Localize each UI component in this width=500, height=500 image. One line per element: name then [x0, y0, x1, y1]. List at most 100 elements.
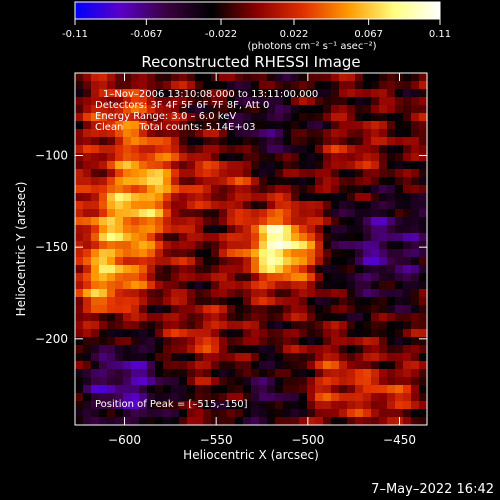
- heatmap-cell: [291, 217, 300, 226]
- heatmap-cell: [315, 89, 324, 98]
- heatmap-cell: [227, 113, 236, 122]
- heatmap-cell: [243, 329, 252, 338]
- heatmap-cell: [323, 345, 332, 354]
- heatmap-cell: [99, 257, 108, 266]
- heatmap-cell: [291, 161, 300, 170]
- heatmap-cell: [267, 169, 276, 178]
- y-tick-label: −100: [35, 149, 68, 163]
- heatmap-cell: [75, 153, 84, 162]
- heatmap-cell: [395, 337, 404, 346]
- heatmap-cell: [267, 385, 276, 394]
- heatmap-cell: [267, 353, 276, 362]
- heatmap-cell: [347, 89, 356, 98]
- heatmap-cell: [315, 337, 324, 346]
- heatmap-cell: [243, 409, 252, 418]
- heatmap-cell: [99, 217, 108, 226]
- heatmap-cell: [307, 193, 316, 202]
- heatmap-cell: [171, 409, 180, 418]
- heatmap-cell: [363, 241, 372, 250]
- heatmap-cell: [355, 393, 364, 402]
- heatmap-cell: [75, 265, 84, 274]
- heatmap-cell: [107, 105, 116, 114]
- heatmap-cell: [307, 249, 316, 258]
- heatmap-cell: [163, 353, 172, 362]
- heatmap-cell: [171, 329, 180, 338]
- heatmap-cell: [331, 233, 340, 242]
- heatmap-cell: [171, 393, 180, 402]
- heatmap-cell: [179, 297, 188, 306]
- heatmap-cell: [91, 313, 100, 322]
- heatmap-cell: [275, 329, 284, 338]
- colorbar-tick-label: 0.11: [429, 29, 451, 40]
- heatmap-cell: [267, 153, 276, 162]
- heatmap-cell: [323, 337, 332, 346]
- heatmap-cell: [187, 321, 196, 330]
- heatmap-cell: [227, 177, 236, 186]
- heatmap-cell: [243, 73, 252, 82]
- heatmap-cell: [291, 209, 300, 218]
- heatmap-cell: [371, 105, 380, 114]
- heatmap-cell: [267, 329, 276, 338]
- heatmap-cell: [299, 393, 308, 402]
- heatmap-cell: [315, 105, 324, 114]
- heatmap-cell: [227, 161, 236, 170]
- heatmap-cell: [83, 313, 92, 322]
- heatmap-cell: [147, 113, 156, 122]
- heatmap-cell: [331, 385, 340, 394]
- heatmap-cell: [83, 209, 92, 218]
- heatmap-cell: [203, 241, 212, 250]
- heatmap-cell: [171, 385, 180, 394]
- heatmap-cell: [219, 153, 228, 162]
- heatmap-cell: [403, 137, 412, 146]
- heatmap-cell: [123, 73, 132, 82]
- heatmap-cell: [331, 113, 340, 122]
- heatmap-cell: [259, 105, 268, 114]
- heatmap-cell: [355, 401, 364, 410]
- heatmap-cell: [387, 417, 396, 426]
- heatmap-cell: [387, 113, 396, 122]
- heatmap-cell: [123, 113, 132, 122]
- heatmap-cell: [219, 113, 228, 122]
- heatmap-cell: [291, 297, 300, 306]
- heatmap-cell: [187, 201, 196, 210]
- heatmap-cell: [203, 225, 212, 234]
- info-line-energy: Energy Range: 3.0 – 6.0 keV: [95, 111, 236, 122]
- heatmap-cell: [227, 265, 236, 274]
- heatmap-cell: [259, 377, 268, 386]
- heatmap-cell: [179, 81, 188, 90]
- heatmap-cell: [163, 81, 172, 90]
- heatmap-cell: [211, 73, 220, 82]
- heatmap-cell: [291, 273, 300, 282]
- heatmap-cell: [131, 329, 140, 338]
- heatmap-cell: [387, 137, 396, 146]
- heatmap-cell: [187, 177, 196, 186]
- heatmap-cell: [99, 393, 108, 402]
- heatmap-cell: [131, 249, 140, 258]
- heatmap-cell: [387, 297, 396, 306]
- heatmap-cell: [211, 329, 220, 338]
- heatmap-cell: [163, 401, 172, 410]
- heatmap-cell: [251, 209, 260, 218]
- heatmap-cell: [283, 265, 292, 274]
- heatmap-cell: [235, 345, 244, 354]
- heatmap-cell: [275, 145, 284, 154]
- heatmap-cell: [123, 417, 132, 426]
- heatmap-cell: [251, 337, 260, 346]
- heatmap-cell: [283, 369, 292, 378]
- heatmap-cell: [83, 353, 92, 362]
- heatmap-cell: [195, 161, 204, 170]
- x-axis-label: Heliocentric X (arcsec): [183, 448, 319, 462]
- heatmap-cell: [107, 337, 116, 346]
- heatmap-cell: [323, 145, 332, 154]
- heatmap-cell: [123, 177, 132, 186]
- heatmap-cell: [203, 289, 212, 298]
- heatmap-cell: [403, 369, 412, 378]
- heatmap-cell: [315, 169, 324, 178]
- heatmap-cell: [139, 257, 148, 266]
- heatmap-cell: [91, 113, 100, 122]
- heatmap-cell: [179, 409, 188, 418]
- heatmap-cell: [187, 105, 196, 114]
- heatmap-cell: [83, 257, 92, 266]
- heatmap-cell: [203, 401, 212, 410]
- heatmap-cell: [115, 177, 124, 186]
